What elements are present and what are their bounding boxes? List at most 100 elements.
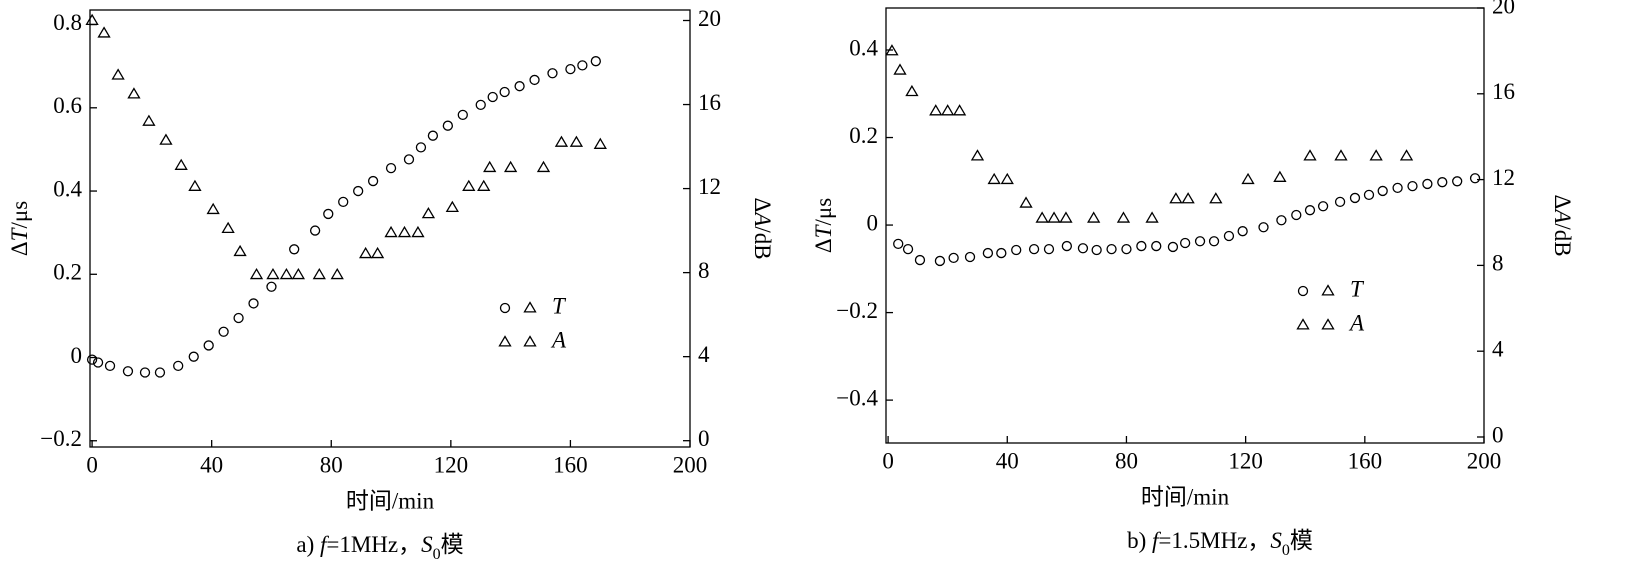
point — [397, 225, 412, 238]
caption: a) f=1MHz，S0模 — [296, 532, 463, 563]
point — [1151, 240, 1162, 252]
point — [1291, 209, 1302, 221]
point — [462, 179, 476, 191]
point — [1452, 176, 1463, 187]
y2-tick-label: 16 — [698, 90, 721, 115]
y-tick-label: −0.2 — [836, 298, 878, 323]
caption-part: b) — [1127, 528, 1152, 553]
point — [536, 160, 551, 173]
y2-axis-label-part: Δ — [750, 197, 775, 212]
point — [1167, 241, 1179, 253]
caption-part: =1.5MHz， — [1158, 528, 1270, 553]
point — [1334, 149, 1348, 161]
point — [266, 281, 277, 292]
point — [1121, 243, 1132, 255]
point — [1303, 149, 1317, 161]
point — [1169, 192, 1183, 204]
point — [1194, 236, 1206, 247]
point — [941, 104, 955, 116]
x-tick-label: 160 — [553, 452, 588, 477]
caption-part: 0 — [1282, 542, 1290, 559]
point — [174, 158, 188, 170]
point — [565, 63, 576, 75]
x-axis-label: 时间/min — [346, 488, 435, 513]
point — [1208, 236, 1220, 247]
point — [569, 135, 584, 147]
point — [475, 99, 486, 111]
y2-tick-label: 12 — [698, 174, 721, 199]
point — [312, 267, 326, 280]
point — [111, 68, 125, 80]
x-tick-label: 80 — [320, 452, 343, 477]
point — [1136, 240, 1147, 252]
y-axis-label-part: /μs — [811, 198, 836, 226]
legend-marker — [1296, 318, 1310, 330]
point — [188, 179, 202, 191]
point — [593, 137, 607, 149]
caption: b) f=1.5MHz，S0模 — [1127, 528, 1313, 559]
point — [249, 267, 264, 280]
point — [1181, 192, 1195, 204]
point — [1011, 244, 1022, 256]
point — [358, 246, 373, 259]
point — [104, 360, 116, 371]
point — [411, 225, 425, 238]
x-axis-label: 时间/min — [1141, 484, 1230, 509]
point — [1241, 172, 1255, 185]
point — [1399, 149, 1414, 161]
point — [85, 13, 99, 26]
point — [233, 312, 244, 324]
point — [1258, 222, 1269, 233]
point — [982, 247, 994, 259]
legend-marker — [498, 335, 512, 347]
caption-part: 模 — [1290, 528, 1313, 553]
y2-tick-label: 12 — [1492, 165, 1515, 190]
point — [142, 114, 156, 126]
point — [1116, 211, 1131, 223]
x-tick-label: 160 — [1348, 448, 1383, 473]
point — [893, 238, 904, 250]
point — [1035, 211, 1049, 223]
chart: 0 40 80 120 160 200 −0.4 −0.2 0 0.2 0.4 0 4 8 12 16 20 时间… — [811, 0, 1574, 559]
y-tick-label: 0 — [71, 343, 83, 368]
point — [279, 267, 294, 280]
point — [188, 351, 199, 362]
legend-marker — [1297, 285, 1309, 297]
point — [266, 267, 280, 280]
y-axis-label: ΔT/μs — [811, 198, 836, 253]
y2-axis-label-part: Δ — [1550, 194, 1575, 209]
point — [206, 202, 220, 215]
point — [233, 244, 247, 257]
point — [248, 298, 259, 309]
point — [218, 326, 229, 337]
x-tick-label: 40 — [996, 448, 1019, 473]
point — [1087, 211, 1101, 223]
point — [590, 56, 601, 67]
y2-axis-label-part: A — [750, 210, 775, 227]
point — [289, 244, 300, 255]
point — [885, 44, 899, 56]
point — [1334, 196, 1346, 208]
point — [477, 179, 491, 191]
point — [1145, 211, 1159, 223]
point — [385, 163, 397, 174]
y-axis-label-part: T — [7, 226, 32, 241]
point — [1043, 243, 1055, 255]
point — [1369, 149, 1383, 161]
point — [1349, 192, 1361, 204]
point — [503, 160, 518, 173]
legend-marker — [523, 335, 537, 347]
point — [499, 86, 510, 98]
point — [1209, 192, 1223, 204]
y-axis-label-part: Δ — [811, 238, 836, 253]
point — [1019, 196, 1033, 208]
point — [154, 367, 166, 378]
point — [1237, 226, 1248, 237]
point — [987, 172, 1001, 185]
caption-part: f — [1152, 528, 1162, 553]
y2-axis-label: ΔA/dB — [1550, 194, 1575, 256]
legend-label: T — [1350, 276, 1365, 301]
point — [902, 243, 914, 255]
point — [330, 267, 344, 280]
